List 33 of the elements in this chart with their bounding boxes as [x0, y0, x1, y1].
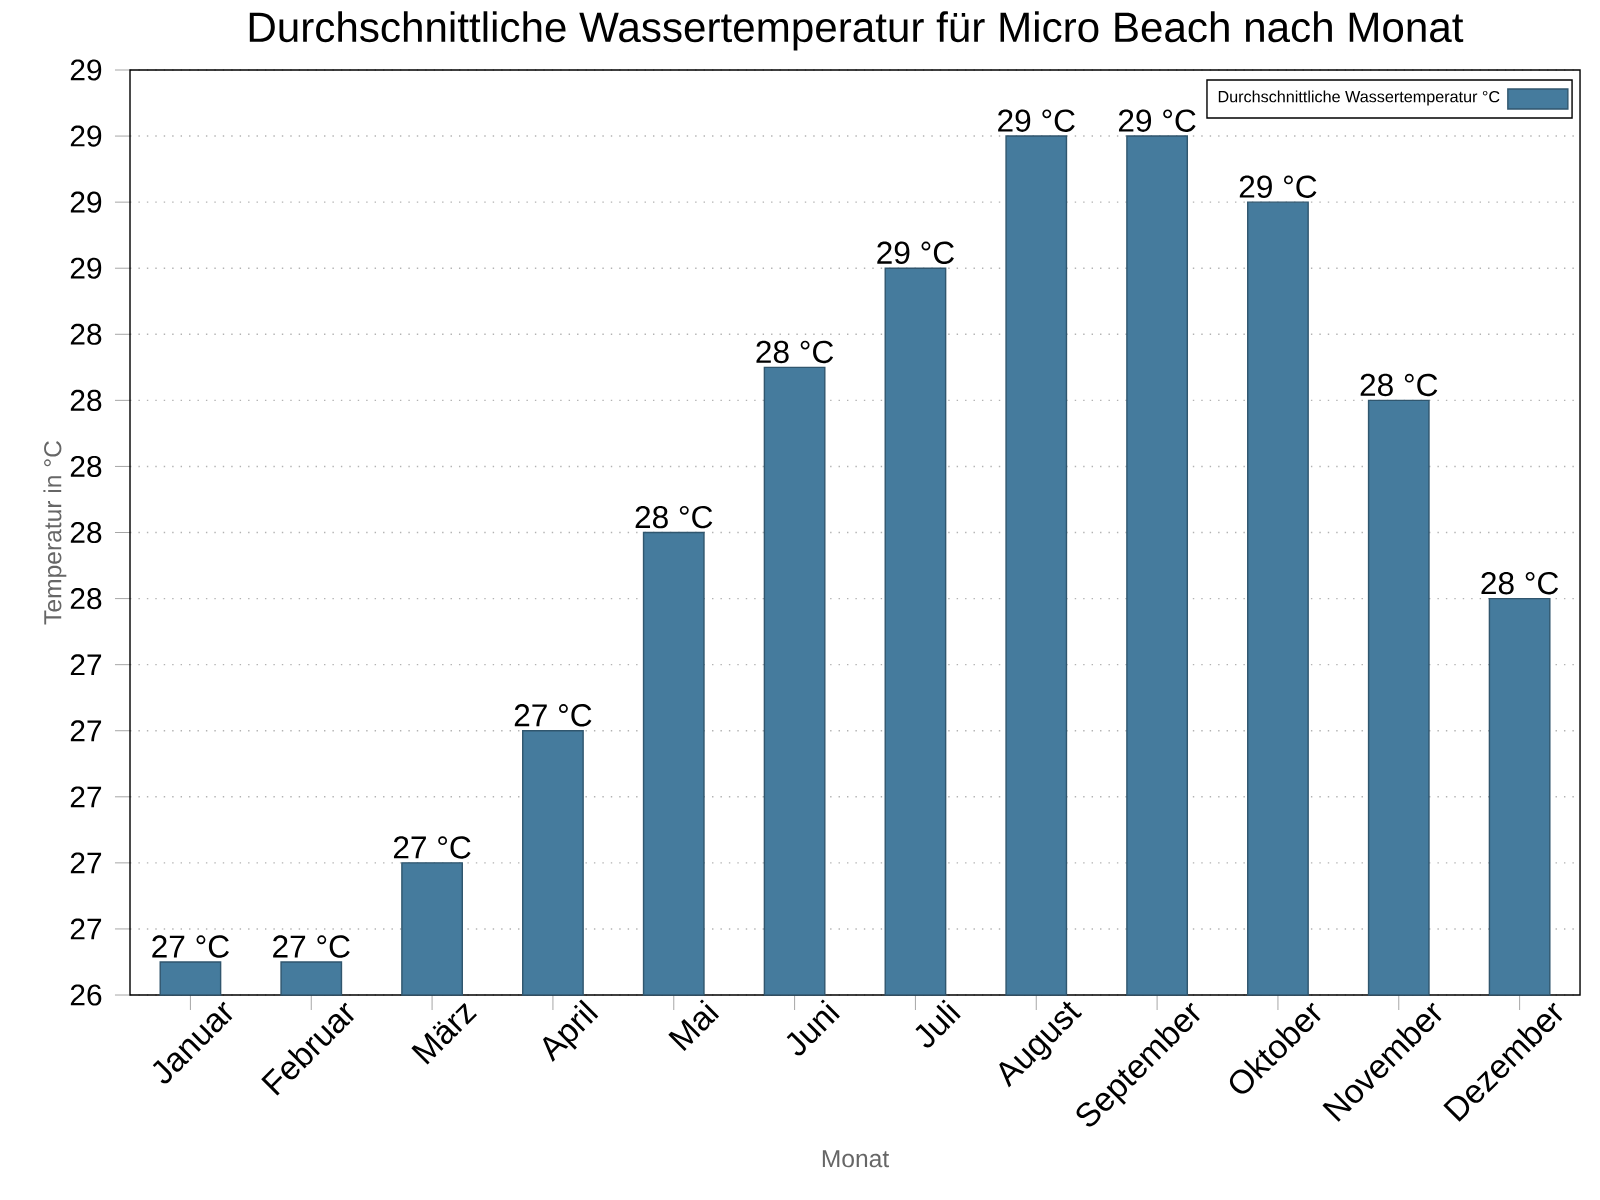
y-tick-label: 28	[70, 588, 102, 610]
data-label: 29 °C	[1239, 175, 1317, 198]
y-tick-label: 28	[70, 389, 102, 411]
y-tick-label: 28	[70, 455, 102, 477]
y-tick-label: 29	[70, 125, 102, 147]
y-tick-label: 28	[70, 323, 102, 345]
x-tick-label: Juli	[915, 999, 961, 1048]
y-tick-label: 27	[70, 918, 102, 940]
x-axis-title: Monat	[822, 1150, 890, 1168]
data-label: 28 °C	[635, 505, 713, 529]
y-axis-title: Temperatur in °C	[43, 441, 67, 625]
data-label: 29 °C	[877, 241, 954, 265]
y-tick-label: 27	[70, 852, 102, 874]
y-tick-label: 29	[70, 257, 102, 279]
data-label: 27 °C	[514, 704, 592, 727]
data-label: 27 °C	[152, 935, 229, 958]
y-tick-label: 29	[70, 191, 102, 213]
chart-title: Durchschnittliche Wassertemperatur für Micro Beach nach Monat	[249, 11, 1464, 51]
legend-label: Durchschnittliche Wassertemperatur °C	[1218, 90, 1500, 106]
y-tick-label: 26	[70, 984, 102, 1006]
data-label: 28 °C	[756, 340, 834, 364]
data-label: 28 °C	[1360, 373, 1438, 397]
y-tick-label: 27	[70, 786, 102, 808]
data-label: 29 °C	[998, 109, 1075, 132]
x-tick-label: Mai	[668, 999, 720, 1051]
y-tick-label: 29	[70, 59, 102, 81]
data-label: 27 °C	[273, 935, 350, 958]
y-tick-label: 27	[70, 720, 102, 742]
y-tick-label: 28	[70, 521, 102, 544]
y-tick-label: 27	[70, 654, 102, 676]
data-label: 29 °C	[1118, 109, 1196, 132]
data-label: 28 °C	[1481, 571, 1559, 595]
data-label: 27 °C	[393, 836, 471, 859]
